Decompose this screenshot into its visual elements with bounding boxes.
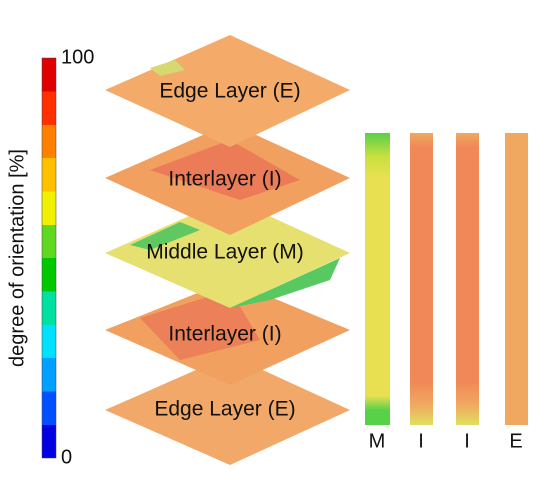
layer-label: Interlayer (I)	[168, 168, 281, 191]
strip	[365, 133, 390, 425]
layer-label: Interlayer (I)	[168, 323, 281, 346]
strip-label: E	[509, 430, 522, 452]
layer-shape	[105, 35, 350, 147]
layer-patch	[230, 258, 340, 308]
layer-label: Edge Layer (E)	[154, 398, 295, 421]
layer-label: Edge Layer (E)	[159, 80, 300, 103]
layer-shape	[105, 198, 350, 308]
strip-label: M	[369, 430, 386, 452]
strip-label: I	[464, 430, 470, 452]
colorbar-max: 100	[61, 46, 94, 68]
layer-label: Middle Layer (M)	[146, 241, 304, 264]
colorbar	[41, 57, 57, 459]
strip	[505, 133, 528, 425]
layer-patch	[150, 140, 300, 200]
colorbar-label: degree of orientation [%]	[6, 149, 28, 367]
layer-shape	[105, 355, 350, 465]
strip	[410, 133, 433, 425]
colorbar-min: 0	[61, 446, 72, 468]
layer-patch	[150, 60, 185, 76]
strip-label: I	[418, 430, 424, 452]
strip	[456, 133, 479, 425]
layer-patch	[130, 222, 200, 250]
